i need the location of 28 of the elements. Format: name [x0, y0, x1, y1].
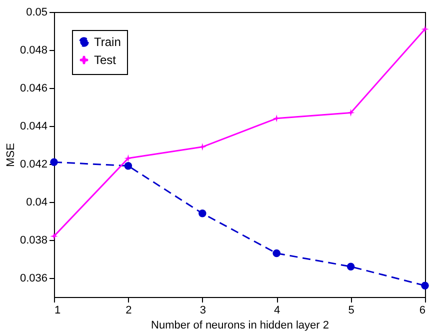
y-tick-label: 0.04 [26, 196, 48, 208]
y-tick-label: 0.036 [20, 272, 48, 284]
y-tick-label: 0.05 [26, 6, 48, 18]
point [272, 249, 280, 258]
y-axis-title: MSE [4, 143, 17, 167]
point [198, 210, 206, 218]
y-tick-label: 0.048 [20, 44, 48, 56]
legend-label: Train [94, 35, 121, 49]
legend-label: Test [94, 53, 117, 67]
point [421, 282, 429, 290]
point [272, 114, 280, 122]
x-tick-label: 2 [126, 304, 132, 316]
point [124, 162, 132, 170]
point [50, 158, 58, 166]
x-axis-title: Number of neurons in hidden layer 2 [151, 320, 329, 332]
point [346, 262, 355, 270]
y-tick-label: 0.046 [20, 82, 48, 94]
point [198, 143, 206, 151]
x-tick-label: 3 [200, 304, 206, 316]
x-tick-label: 4 [274, 304, 280, 316]
x-tick-label: 6 [419, 304, 426, 316]
y-tick-label: 0.038 [20, 234, 48, 246]
point [50, 232, 58, 240]
x-tick-label: 1 [54, 304, 61, 316]
x-tick-label: 5 [348, 304, 354, 316]
y-tick-label: 0.042 [20, 158, 48, 170]
y-tick-label: 0.044 [20, 120, 48, 132]
point [421, 25, 429, 33]
